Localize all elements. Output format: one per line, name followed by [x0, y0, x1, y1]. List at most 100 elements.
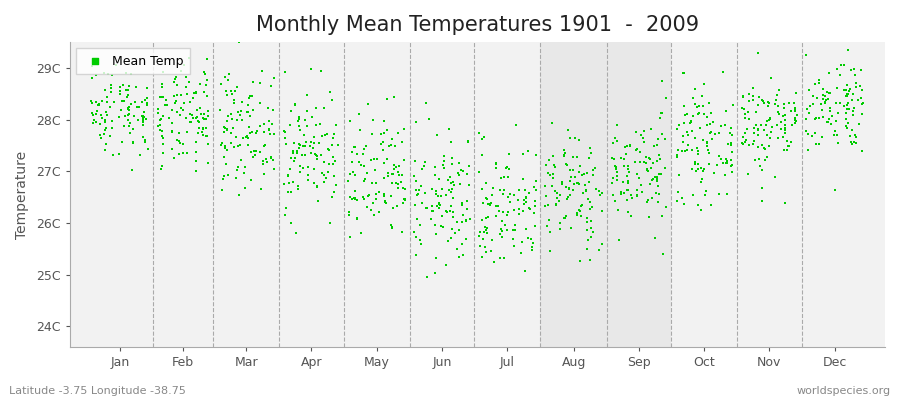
Point	[248, 152, 262, 159]
Point	[444, 139, 458, 146]
Point	[557, 152, 572, 159]
Point	[695, 93, 709, 99]
Point	[684, 118, 698, 124]
Point	[195, 125, 210, 132]
Point	[365, 200, 380, 206]
Point	[302, 176, 316, 183]
Point	[306, 144, 320, 151]
Point	[394, 179, 409, 185]
Point	[301, 163, 315, 170]
Point	[496, 191, 510, 197]
Point	[702, 149, 716, 156]
Point	[167, 100, 182, 106]
Point	[621, 163, 635, 170]
Point	[93, 121, 107, 128]
Point	[584, 150, 598, 156]
Point	[769, 97, 783, 103]
Point	[721, 141, 735, 147]
Point	[546, 152, 561, 159]
Point	[124, 70, 139, 77]
Point	[778, 200, 792, 206]
Point	[260, 159, 274, 165]
Point	[675, 148, 689, 154]
Point	[512, 206, 526, 213]
Point	[85, 63, 99, 70]
Point	[245, 129, 259, 136]
Point	[304, 138, 319, 145]
Point	[629, 193, 643, 200]
Point	[121, 117, 135, 124]
Point	[694, 165, 708, 171]
Point	[90, 108, 104, 114]
Point	[511, 197, 526, 203]
Point	[94, 134, 108, 141]
Point	[735, 105, 750, 112]
Point	[84, 98, 98, 104]
Point	[630, 171, 644, 177]
Point	[126, 139, 140, 145]
Point	[112, 91, 127, 98]
Point	[354, 162, 368, 168]
Point	[460, 198, 474, 204]
Point	[300, 108, 314, 114]
Point	[459, 217, 473, 223]
Point	[310, 152, 324, 158]
Point	[327, 135, 341, 141]
Point	[444, 202, 458, 209]
Point	[528, 187, 543, 193]
Point	[409, 178, 423, 184]
Point	[557, 152, 572, 158]
Point	[725, 101, 740, 108]
Point	[215, 140, 230, 146]
Point	[724, 162, 739, 169]
Point	[374, 131, 389, 138]
Point	[230, 109, 245, 116]
Point	[356, 151, 371, 157]
Point	[227, 100, 241, 106]
Point	[383, 221, 398, 228]
Point	[675, 195, 689, 201]
Point	[368, 196, 382, 203]
Point	[380, 156, 394, 162]
Point	[385, 225, 400, 231]
Point	[97, 131, 112, 137]
Point	[480, 225, 494, 232]
Point	[277, 181, 292, 188]
Point	[636, 134, 651, 141]
Point	[691, 150, 706, 157]
Point	[112, 84, 127, 90]
Point	[428, 270, 443, 276]
Point	[281, 172, 295, 178]
Point	[364, 206, 378, 213]
Point	[115, 139, 130, 146]
Point	[624, 192, 638, 198]
Point	[634, 182, 649, 188]
Point	[300, 122, 314, 129]
Point	[154, 116, 168, 122]
Point	[436, 224, 450, 230]
Point	[348, 196, 363, 202]
Point	[329, 122, 344, 128]
Point	[193, 81, 207, 87]
Point	[542, 156, 556, 163]
Point	[378, 199, 392, 206]
Point	[556, 214, 571, 221]
Point	[121, 111, 135, 118]
Point	[620, 173, 634, 180]
Point	[160, 101, 175, 108]
Point	[263, 130, 277, 137]
Point	[853, 95, 868, 102]
Point	[527, 198, 542, 204]
Point	[583, 145, 598, 152]
Point	[310, 155, 324, 162]
Point	[437, 153, 452, 159]
Point	[761, 100, 776, 106]
Point	[284, 108, 299, 114]
Point	[420, 204, 435, 211]
Point	[489, 213, 503, 220]
Point	[689, 104, 704, 110]
Point	[391, 130, 405, 136]
Point	[381, 173, 395, 179]
Point	[843, 86, 858, 92]
Point	[839, 116, 853, 122]
